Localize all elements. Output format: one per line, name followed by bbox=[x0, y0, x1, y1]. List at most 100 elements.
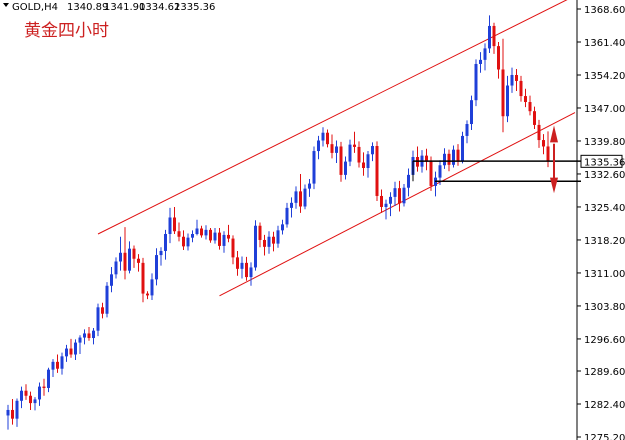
candle-body bbox=[105, 285, 109, 314]
candle-body bbox=[470, 100, 473, 125]
candle-body bbox=[407, 174, 410, 188]
candle-body bbox=[182, 236, 185, 247]
candle-body bbox=[222, 234, 226, 246]
candle-body bbox=[209, 229, 212, 241]
candle-body bbox=[87, 333, 91, 339]
candle-body bbox=[69, 348, 73, 355]
candle-body bbox=[281, 224, 284, 231]
ohlc-open: 1340.89 bbox=[67, 2, 108, 13]
candle-body bbox=[371, 146, 374, 155]
candle-body bbox=[191, 233, 194, 238]
candle-body bbox=[348, 144, 352, 162]
candle-body bbox=[425, 155, 428, 162]
symbol-label: GOLD,H4 bbox=[12, 2, 58, 13]
candle-body bbox=[501, 69, 505, 117]
candle-body bbox=[272, 236, 275, 244]
candle-body bbox=[492, 25, 496, 47]
candle-body bbox=[479, 59, 482, 64]
candle-body bbox=[285, 207, 289, 225]
candle-body bbox=[267, 236, 271, 247]
candle-body bbox=[6, 409, 10, 416]
candle-body bbox=[227, 234, 230, 239]
candle-body bbox=[101, 307, 104, 314]
candle-body bbox=[110, 274, 113, 286]
current-price-tag bbox=[580, 154, 623, 168]
y-tick-label: 1311.00 bbox=[584, 269, 625, 280]
candle-body bbox=[303, 188, 307, 207]
candle-body bbox=[483, 48, 487, 60]
candle-body bbox=[308, 183, 311, 189]
candle-body bbox=[236, 257, 239, 269]
candle-body bbox=[200, 228, 203, 236]
ohlc-low: 1334.62 bbox=[139, 2, 180, 13]
y-tick-label: 1347.00 bbox=[584, 104, 625, 115]
dropdown-triangle-icon[interactable] bbox=[3, 3, 9, 7]
candle-body bbox=[339, 146, 343, 175]
candle-body bbox=[447, 153, 451, 165]
candle-body bbox=[51, 361, 55, 370]
candle-body bbox=[29, 395, 32, 404]
y-tick-label: 1354.20 bbox=[584, 71, 625, 82]
current-price-label: 1335.36 bbox=[584, 157, 625, 168]
candle-body bbox=[456, 149, 460, 161]
candle-body bbox=[65, 348, 68, 357]
y-tick-label: 1289.60 bbox=[584, 367, 625, 378]
candle-body bbox=[186, 237, 190, 247]
y-tick-label: 1368.60 bbox=[584, 5, 625, 16]
candle-body bbox=[254, 225, 257, 268]
candle-body bbox=[20, 390, 23, 401]
price-axis: 1368.60 1361.40 1354.20 1347.00 1339.80 1332.… bbox=[577, 5, 625, 440]
candle-body bbox=[258, 225, 262, 240]
candle-body bbox=[155, 255, 158, 280]
candle-body bbox=[299, 191, 302, 207]
candle-body bbox=[506, 85, 509, 117]
candle-body bbox=[474, 63, 478, 101]
candle-body bbox=[290, 202, 293, 208]
candle-body bbox=[114, 261, 118, 275]
candle-body bbox=[294, 191, 298, 203]
candle-body bbox=[366, 154, 370, 169]
candle-body bbox=[330, 144, 334, 153]
candle-body bbox=[402, 187, 406, 204]
candle-body bbox=[240, 262, 244, 269]
ohlc-close: 1335.36 bbox=[174, 2, 215, 13]
candle-body bbox=[533, 111, 536, 125]
candle-body bbox=[393, 188, 397, 197]
candle-body bbox=[389, 196, 392, 204]
candle-body bbox=[92, 330, 95, 339]
y-tick-label: 1282.40 bbox=[584, 400, 625, 411]
candle-body bbox=[24, 390, 28, 396]
candle-body bbox=[128, 248, 131, 271]
arrow-head-up-icon bbox=[550, 125, 558, 143]
candle-body bbox=[353, 144, 356, 147]
candle-body bbox=[132, 248, 136, 259]
candle-body bbox=[123, 252, 127, 271]
candle-body bbox=[204, 229, 208, 236]
candle-body bbox=[362, 162, 365, 169]
y-tick-label: 1296.60 bbox=[584, 335, 625, 346]
ohlc-high: 1341.90 bbox=[104, 2, 145, 13]
candle-body bbox=[546, 146, 550, 162]
candle-body bbox=[443, 153, 446, 166]
y-tick-label: 1303.80 bbox=[584, 302, 625, 313]
candle-body bbox=[321, 132, 325, 141]
candle-body bbox=[74, 342, 77, 355]
candle-body bbox=[245, 262, 248, 278]
candle-body bbox=[519, 80, 523, 97]
candle-body bbox=[60, 356, 64, 369]
candle-body bbox=[177, 231, 181, 237]
candle-body bbox=[195, 228, 199, 234]
candle-body bbox=[537, 124, 541, 141]
candle-body bbox=[317, 140, 320, 152]
candle-body bbox=[78, 337, 82, 343]
candle-body bbox=[83, 333, 86, 338]
candle-body bbox=[137, 258, 140, 263]
candle-body bbox=[47, 369, 50, 388]
chart-title: 黄金四小时 bbox=[24, 21, 109, 41]
candle-body bbox=[465, 124, 469, 136]
candle-body bbox=[542, 140, 545, 147]
candle-body bbox=[146, 293, 149, 296]
candle-body bbox=[384, 203, 388, 207]
